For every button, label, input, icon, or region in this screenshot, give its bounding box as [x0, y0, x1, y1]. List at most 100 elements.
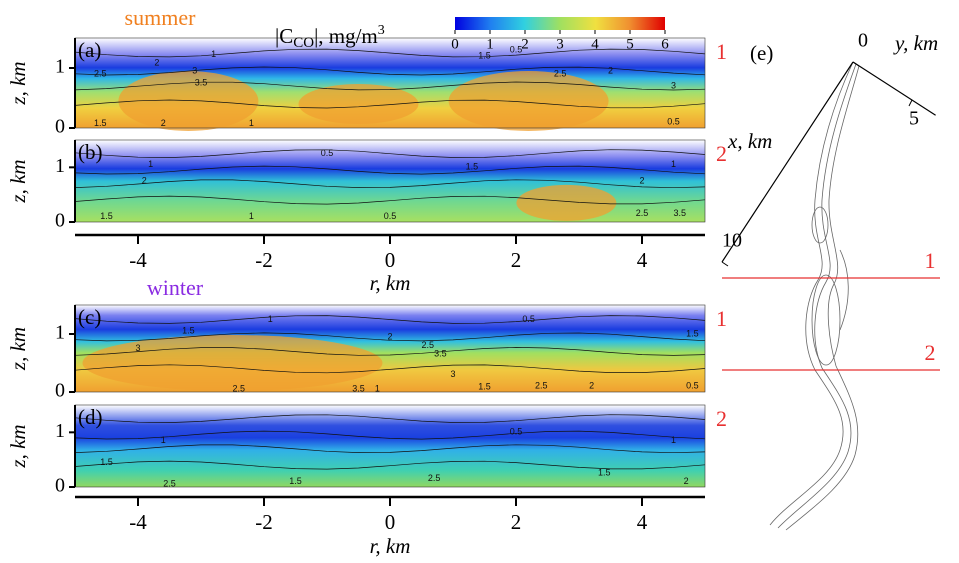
y-tick-label: 0: [55, 210, 65, 232]
map-x-tick-label: 10: [722, 230, 742, 252]
contour-label: 3: [450, 369, 455, 379]
section-line-label: 1: [925, 248, 936, 273]
colorbar: [455, 17, 665, 30]
contour-label: 1.5: [598, 468, 611, 478]
y-tick-label: 1: [55, 322, 65, 344]
contour-line: [74, 460, 706, 470]
y-tick-label: 0: [55, 380, 65, 402]
section-number: 1: [716, 39, 727, 64]
contour-label: 0.5: [686, 381, 699, 391]
y-tick-label: 0: [55, 116, 65, 138]
map-panel: (e) x, km y, km 0 10 5 1 2: [721, 30, 940, 531]
contour-label: 1.5: [478, 382, 491, 392]
panel-title: summer: [125, 5, 197, 30]
contour-label: 2.5: [636, 208, 649, 218]
contour-label: 1: [671, 435, 676, 445]
contour-label: 0.5: [384, 211, 397, 221]
contour-label: 1.5: [686, 328, 699, 338]
contour-label: 1: [161, 435, 166, 445]
contour-label: 2: [161, 118, 166, 128]
y-axis-label: z, km: [6, 159, 30, 203]
x-axis-label: r, km: [370, 534, 411, 558]
contour-label: 2: [154, 58, 159, 68]
contour-line: [74, 332, 706, 342]
contour-label: 1: [211, 49, 216, 59]
contour-label: 2.5: [233, 383, 246, 393]
contour-line: [74, 165, 706, 175]
contour-label: 0.5: [522, 314, 535, 324]
map-x-tick-label: 0: [858, 30, 868, 52]
panel-title: winter: [147, 275, 204, 300]
contour-label: 3.5: [352, 383, 365, 393]
panel-label: (d): [78, 405, 103, 429]
contour-label: 0.5: [510, 427, 523, 437]
contour-label: 0.5: [667, 116, 680, 126]
y-axis-label: z, km: [6, 424, 30, 468]
panel-label: (a): [78, 38, 101, 62]
x-tick-label: 0: [385, 510, 396, 534]
contour-line: [74, 364, 706, 374]
contour-label: 1: [375, 383, 380, 393]
concentration-core: [118, 71, 259, 131]
label-rest: |, mg/m: [314, 24, 378, 48]
contour-label: 2: [639, 175, 644, 185]
contour-label: 1.5: [100, 457, 113, 467]
colorbar-tick-label: 1: [486, 36, 494, 52]
map-x-axis: [721, 61, 854, 263]
contour-label: 3: [192, 65, 197, 75]
colorbar-tick-label: 6: [661, 36, 669, 52]
section-number: 1: [716, 306, 727, 331]
contour-line: [74, 444, 706, 454]
contour-label: 1: [249, 211, 254, 221]
colorbar-tick-label: 4: [591, 36, 599, 52]
colorbar-tick-label: 2: [521, 36, 529, 52]
map-y-tick-label: 5: [909, 108, 919, 130]
colorbar-tick-label: 0: [451, 36, 459, 52]
contour-line: [74, 149, 706, 158]
contour-label: 3: [671, 80, 676, 90]
contour-line: [74, 414, 706, 423]
contour-label: 2: [589, 381, 594, 391]
contour-label: 1.5: [94, 118, 107, 128]
concentration-core: [82, 335, 383, 391]
contour-label: 2: [142, 175, 147, 185]
colorbar-label: |CCO|, mg/m3: [275, 23, 385, 51]
contour-line: [74, 81, 706, 91]
y-axis-label: z, km: [6, 327, 30, 371]
contour-label: 1: [148, 159, 153, 169]
section-line-label: 2: [925, 340, 936, 365]
panel-label: (b): [78, 140, 103, 164]
y-axis-label: z, km: [6, 61, 30, 105]
colorbar-tick-label: 5: [626, 36, 634, 52]
contour-line: [74, 315, 706, 324]
x-tick-label: -4: [129, 248, 147, 272]
section-number: 2: [716, 406, 727, 431]
contour-line: [74, 195, 706, 205]
contour-line: [74, 66, 706, 76]
label-sup: 3: [378, 23, 385, 38]
contour-label: 1: [671, 159, 676, 169]
map-x-tick: [721, 261, 729, 267]
contour-label: 1.5: [100, 211, 113, 221]
contour-line: [74, 99, 706, 109]
x-axis-label: r, km: [370, 271, 411, 295]
contour-label: 1.5: [182, 325, 195, 335]
x-tick-label: -4: [129, 510, 147, 534]
contour-label: 2: [608, 65, 613, 75]
contour-label: 2.5: [428, 473, 441, 483]
section-number: 2: [716, 141, 727, 166]
contour-label: 2.5: [554, 68, 567, 78]
contour-label: 1.5: [466, 162, 479, 172]
x-tick-label: 0: [385, 248, 396, 272]
colorbar-tick-label: 3: [556, 36, 564, 52]
x-tick-label: 2: [511, 510, 522, 534]
map-x-tick: [852, 61, 860, 67]
river-contours: [769, 61, 860, 531]
x-tick-label: 2: [511, 248, 522, 272]
map-x-label: x, km: [727, 129, 772, 153]
contour-label: 2.5: [163, 479, 176, 489]
label-sub: CO: [293, 35, 314, 51]
concentration-core: [516, 184, 617, 221]
x-tick-label: 4: [637, 248, 648, 272]
